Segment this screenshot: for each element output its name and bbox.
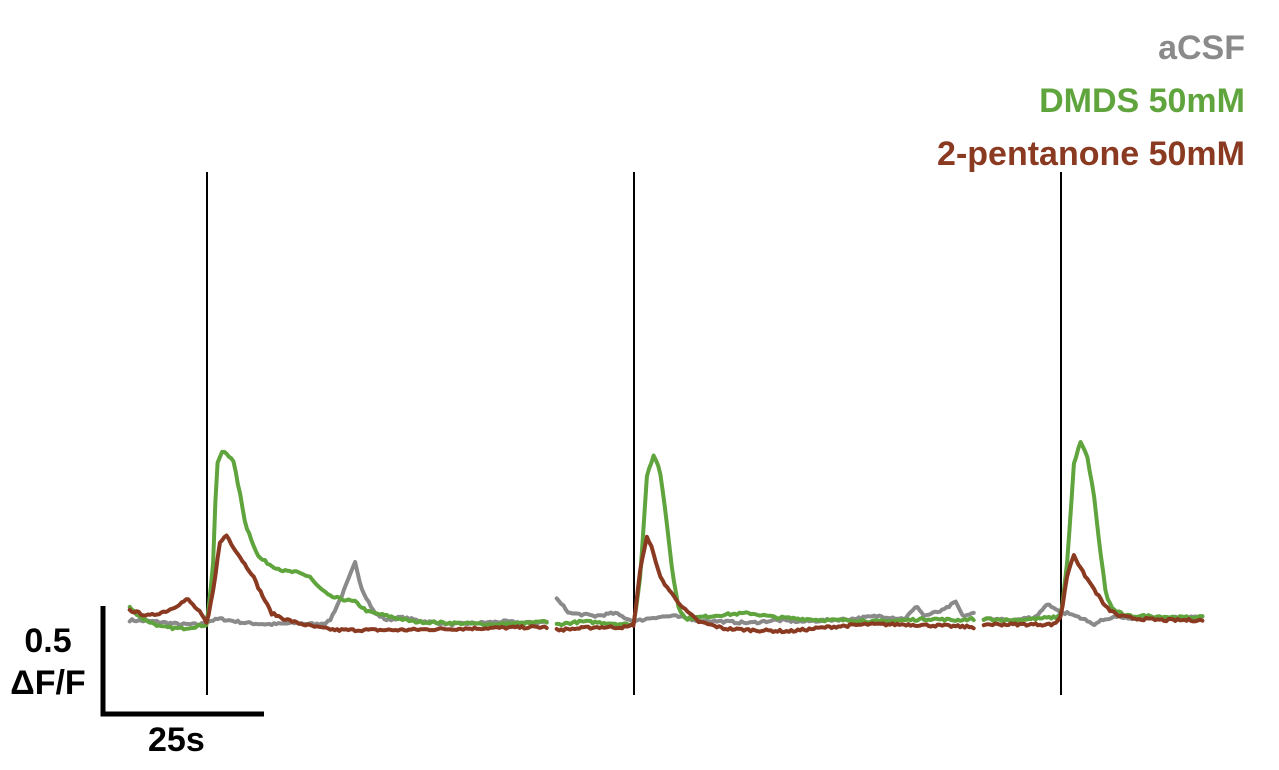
legend-entry-pentanone: 2-pentanone 50mM: [937, 135, 1245, 173]
trace-pentanone-panel-1: [127, 533, 549, 634]
scale-bar-y-value: 0.5: [24, 622, 72, 660]
trace-dmds-panel-3: [981, 440, 1205, 623]
trace-pentanone-panel-2: [554, 534, 976, 635]
legend-entry-dmds: DMDS 50mM: [1039, 82, 1245, 120]
traces: [127, 440, 1205, 635]
scale-bar-y-unit: ΔF/F: [10, 664, 86, 702]
scale-bar: [100, 606, 264, 717]
scale-bar-x-label: 25s: [148, 721, 205, 759]
trace-pentanone-panel-3: [981, 553, 1205, 628]
legend-entry-acsf: aCSF: [1158, 29, 1245, 67]
trace-dmds-panel-2: [554, 453, 976, 628]
legend: aCSF DMDS 50mM 2-pentanone 50mM: [937, 22, 1245, 181]
trace-dmds-panel-1: [127, 449, 549, 632]
trace-acsf-panel-1: [127, 560, 549, 628]
scale-bar-y-label: 0.5 ΔF/F: [0, 620, 96, 704]
